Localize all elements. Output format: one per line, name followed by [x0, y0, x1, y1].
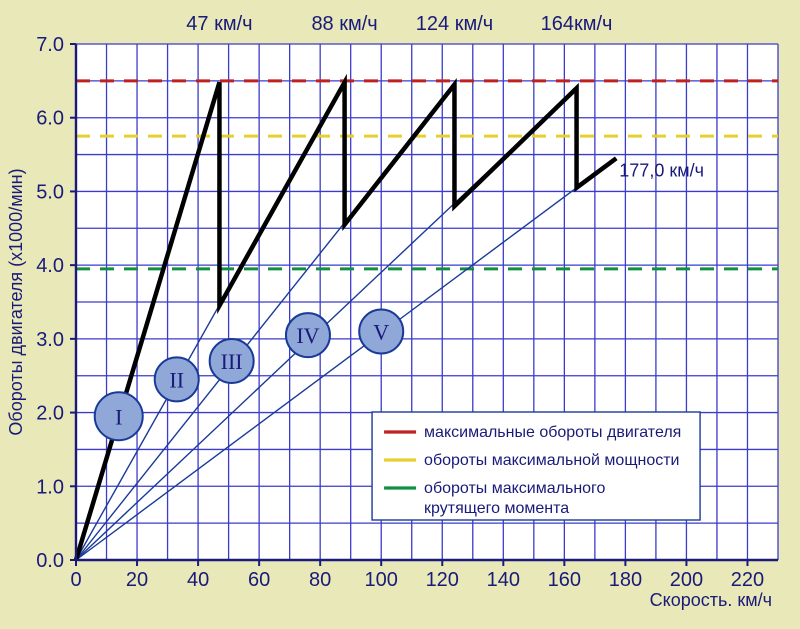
x-tick-label: 180	[609, 569, 642, 591]
x-tick-label: 20	[126, 569, 148, 591]
x-tick-label: 200	[670, 569, 703, 591]
svg-text:V: V	[373, 319, 389, 344]
x-tick-label: 120	[426, 569, 459, 591]
x-tick-label: 100	[365, 569, 398, 591]
legend-label-1: обороты максимальной мощности	[424, 452, 679, 469]
top-speed-label: 47 км/ч	[186, 13, 252, 35]
gear-marker-II: II	[155, 357, 199, 401]
y-tick-label: 7.0	[36, 34, 64, 56]
legend-label-0: максимальные обороты двигателя	[424, 424, 681, 441]
x-tick-label: 220	[731, 569, 764, 591]
svg-text:II: II	[169, 367, 184, 392]
gear-marker-IV: IV	[286, 313, 330, 357]
top-speed-label: 164км/ч	[541, 13, 613, 35]
x-tick-label: 40	[187, 569, 209, 591]
x-axis-label: Скорость. км/ч	[650, 590, 772, 610]
x-tick-label: 140	[487, 569, 520, 591]
y-tick-label: 1.0	[36, 476, 64, 498]
x-tick-label: 160	[548, 569, 581, 591]
x-tick-label: 0	[70, 569, 81, 591]
svg-text:I: I	[115, 404, 122, 429]
top-speed-label: 124 км/ч	[416, 13, 493, 35]
gear-marker-I: I	[95, 392, 143, 440]
gear-marker-V: V	[359, 309, 403, 353]
x-tick-label: 60	[248, 569, 270, 591]
y-tick-label: 5.0	[36, 181, 64, 203]
legend-label-2: обороты максимального	[424, 480, 605, 497]
y-tick-label: 6.0	[36, 108, 64, 130]
max-speed-label: 177,0 км/ч	[619, 161, 704, 181]
gear-marker-III: III	[210, 339, 254, 383]
y-tick-label: 4.0	[36, 255, 64, 277]
x-tick-label: 80	[309, 569, 331, 591]
y-tick-label: 3.0	[36, 329, 64, 351]
svg-text:IV: IV	[296, 323, 319, 348]
svg-text:III: III	[221, 349, 243, 374]
top-speed-label: 88 км/ч	[311, 13, 377, 35]
y-tick-label: 0.0	[36, 550, 64, 572]
legend-label-2b: крутящего момента	[424, 500, 569, 517]
y-axis-label: Обороты двигателя (x1000/мин)	[6, 168, 26, 435]
y-tick-label: 2.0	[36, 403, 64, 425]
